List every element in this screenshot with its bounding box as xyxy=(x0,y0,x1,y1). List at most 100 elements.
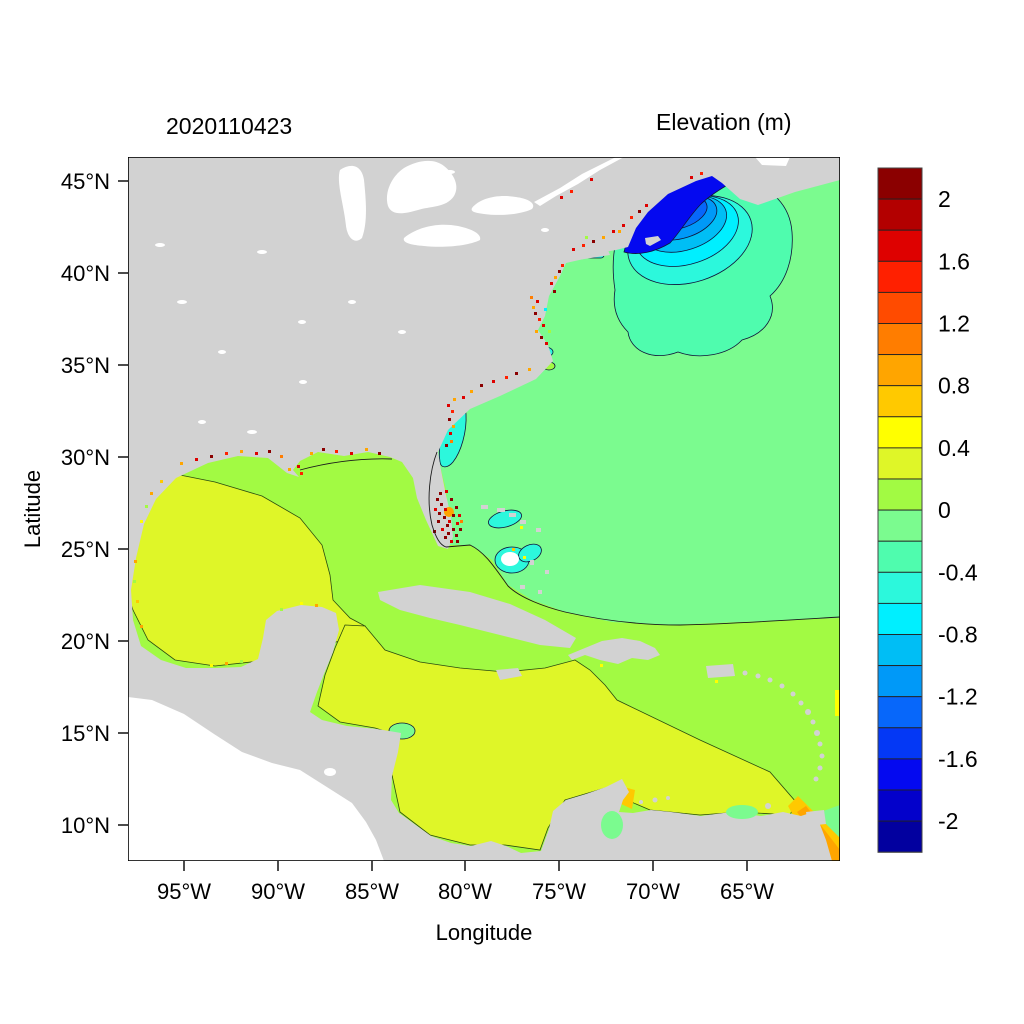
colorbar-tick-label: 0 xyxy=(938,497,951,523)
estuary-speck xyxy=(365,448,368,451)
estuary-speck xyxy=(180,462,183,465)
estuary-speck xyxy=(255,452,258,455)
lesser-antilles-islands xyxy=(639,670,825,809)
y-tick-label: 35°N xyxy=(61,353,110,378)
gulf-st-lawrence xyxy=(755,157,790,166)
estuary-speck xyxy=(455,534,458,537)
y-tick-label: 30°N xyxy=(61,445,110,470)
region-right-edge-yellow xyxy=(835,690,840,716)
trinidad-island xyxy=(806,810,826,826)
colorbar-band xyxy=(877,229,923,262)
x-axis: 95°W 90°W 85°W 80°W 75°W 70°W 65°W xyxy=(157,861,774,904)
st-lawrence-river xyxy=(534,157,624,206)
colorbar-tick-label: 0.4 xyxy=(938,435,970,461)
cape-cod xyxy=(645,236,661,246)
estuary-speck xyxy=(288,468,291,471)
estuary-speck xyxy=(492,380,495,383)
colorbar-band xyxy=(877,478,923,511)
estuary-speck xyxy=(240,660,243,663)
gulf-of-maine-low-anomaly xyxy=(612,157,794,357)
estuary-speck xyxy=(622,224,625,227)
estuary-speck xyxy=(612,230,615,233)
estuary-speck xyxy=(437,520,440,523)
estuary-speck xyxy=(268,450,271,453)
estuary-speck xyxy=(436,498,439,501)
estuary-speck xyxy=(434,508,437,511)
cariaco-green-patch xyxy=(726,805,758,819)
estuary-speck xyxy=(335,450,338,453)
colorbar-band xyxy=(877,758,923,791)
y-tick-label: 40°N xyxy=(61,261,110,286)
estuary-speck xyxy=(210,664,213,667)
colorbar-tick-label: -2 xyxy=(938,808,958,834)
estuary-speck xyxy=(136,600,139,603)
colorbar-band xyxy=(877,323,923,356)
estuary-speck xyxy=(585,236,588,239)
estuary-speck xyxy=(462,396,465,399)
estuary-speck xyxy=(582,244,585,247)
estuary-speck xyxy=(548,330,551,333)
estuary-speck xyxy=(150,645,153,648)
estuary-speck xyxy=(532,306,535,309)
x-tick-label: 80°W xyxy=(438,879,492,904)
jamaica-island xyxy=(496,668,522,680)
estuary-speck xyxy=(449,432,452,435)
colorbar-band xyxy=(877,665,923,698)
lake-ontario xyxy=(471,196,534,215)
estuary-speck xyxy=(438,512,441,515)
colorbar xyxy=(877,167,923,853)
y-axis: 45°N 40°N 35°N 30°N 25°N 20°N 15°N 10°N xyxy=(61,169,128,838)
zero-contour xyxy=(428,451,840,626)
estuary-speck xyxy=(350,452,353,455)
estuary-speck xyxy=(456,540,459,543)
coastal-estuary-specks xyxy=(133,172,718,683)
estuary-speck xyxy=(444,536,447,539)
estuary-speck xyxy=(280,608,283,611)
x-tick-label: 75°W xyxy=(532,879,586,904)
estuary-speck xyxy=(534,312,537,315)
estuary-speck xyxy=(452,514,455,517)
x-tick-label: 70°W xyxy=(626,879,680,904)
estuary-speck xyxy=(458,514,461,517)
colorbar-band xyxy=(877,291,923,324)
x-tick-label: 90°W xyxy=(251,879,305,904)
estuary-speck xyxy=(439,492,442,495)
estuary-speck xyxy=(618,230,621,233)
lake-huron xyxy=(386,160,457,214)
estuary-speck xyxy=(440,503,443,506)
estuary-speck xyxy=(445,490,448,493)
estuary-speck xyxy=(280,455,283,458)
colorbar-band xyxy=(877,634,923,667)
estuary-speck xyxy=(443,516,446,519)
estuary-speck xyxy=(715,680,718,683)
estuary-speck xyxy=(505,376,508,379)
estuary-speck xyxy=(315,604,318,607)
estuary-speck xyxy=(210,455,213,458)
estuary-speck xyxy=(300,472,303,475)
colorbar-band xyxy=(877,820,923,853)
contour-lines xyxy=(299,451,840,626)
x-axis-label: Longitude xyxy=(436,920,533,945)
estuary-speck xyxy=(600,664,603,667)
estuary-speck xyxy=(545,342,548,345)
cuba-island xyxy=(378,585,576,648)
y-tick-label: 45°N xyxy=(61,169,110,194)
colorbar-band xyxy=(877,602,923,635)
colorbar-tick-label: 1.6 xyxy=(938,248,970,274)
y-tick-label: 10°N xyxy=(61,813,110,838)
x-tick-label: 95°W xyxy=(157,879,211,904)
lake-michigan xyxy=(338,165,366,241)
estuary-speck xyxy=(452,528,455,531)
estuary-speck xyxy=(520,526,523,529)
colorbar-tick-label: -0.4 xyxy=(938,559,978,585)
colorbar-tick-label: 2 xyxy=(938,186,951,212)
estuary-speck xyxy=(554,276,557,279)
estuary-speck xyxy=(450,440,453,443)
estuary-speck xyxy=(447,404,450,407)
estuary-speck xyxy=(450,540,453,543)
colorbar-tick-label: -0.8 xyxy=(938,622,978,648)
estuary-speck xyxy=(544,308,547,311)
estuary-speck xyxy=(536,300,539,303)
estuary-speck xyxy=(140,625,143,628)
estuary-speck xyxy=(455,506,458,509)
